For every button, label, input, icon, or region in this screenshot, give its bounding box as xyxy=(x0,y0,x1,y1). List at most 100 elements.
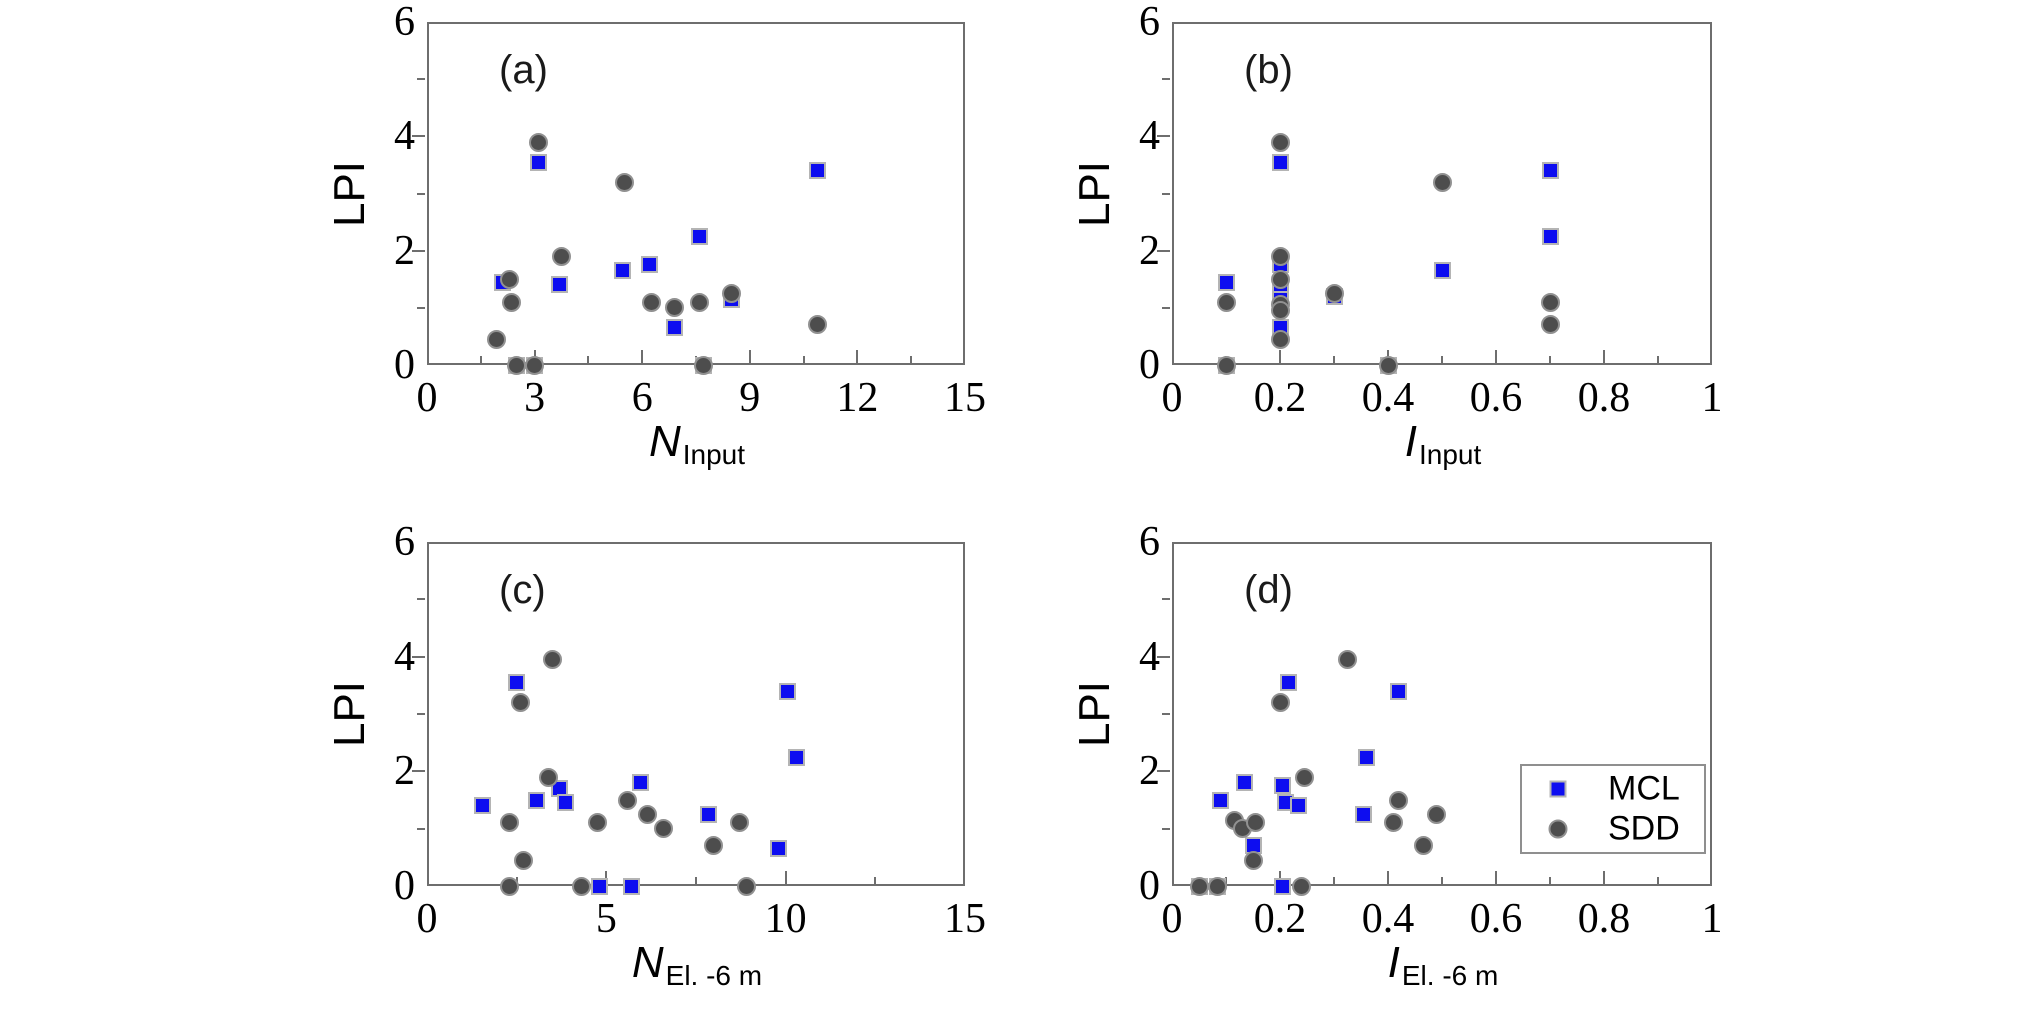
data-point-mcl xyxy=(527,791,545,809)
x-tick-label: 15 xyxy=(944,375,986,421)
y-minor-tick xyxy=(1162,713,1170,715)
data-point-sdd xyxy=(1216,292,1236,312)
panel-a-x-var-subscript: Input xyxy=(682,439,746,470)
panel-c: (c) LPI NEl. -6 m 0 5 10 15 0 2 4 6 xyxy=(325,519,986,991)
data-point-sdd xyxy=(1270,132,1290,152)
data-point-mcl xyxy=(590,877,608,895)
panel-c-x-var: N xyxy=(631,938,664,987)
panel-d-x-var-subscript: El. -6 m xyxy=(1401,960,1499,991)
data-point-sdd xyxy=(1378,355,1398,375)
data-point-sdd xyxy=(1432,172,1452,192)
x-minor-tick xyxy=(695,877,697,884)
panel-b-x-var: I xyxy=(1404,417,1417,466)
y-minor-tick xyxy=(1162,192,1170,195)
data-point-mcl xyxy=(1274,777,1292,795)
panel-b-x-axis-title: IInput xyxy=(1172,417,1712,470)
data-point-sdd xyxy=(1338,650,1357,670)
x-major-tick xyxy=(1495,871,1497,884)
data-point-sdd xyxy=(510,693,530,713)
data-point-sdd xyxy=(614,172,634,192)
data-point-sdd xyxy=(1292,876,1312,896)
data-point-sdd xyxy=(1208,876,1228,896)
panel-c-x-var-subscript: El. -6 m xyxy=(665,960,763,991)
x-minor-tick xyxy=(1657,356,1659,363)
x-major-tick xyxy=(1603,350,1605,363)
y-major-tick xyxy=(412,770,425,773)
data-point-mcl xyxy=(1274,877,1292,895)
x-minor-tick xyxy=(1441,877,1443,884)
data-point-sdd xyxy=(722,284,742,304)
x-tick-label: 9 xyxy=(739,375,761,421)
y-minor-tick xyxy=(1162,827,1170,830)
panel-c-letter: (c) xyxy=(499,568,546,612)
data-point-mcl xyxy=(640,256,658,274)
data-point-mcl xyxy=(508,673,526,691)
x-tick-label: 0.6 xyxy=(1469,375,1523,421)
data-point-sdd xyxy=(690,292,710,312)
y-tick-label: 2 xyxy=(1139,227,1160,274)
y-major-tick xyxy=(412,135,425,138)
data-point-sdd xyxy=(641,292,661,312)
x-minor-tick xyxy=(910,356,913,363)
data-point-sdd xyxy=(501,292,521,312)
data-point-mcl xyxy=(1390,682,1408,700)
x-minor-tick xyxy=(1657,877,1659,884)
panel-b-y-axis-title: LPI xyxy=(1070,160,1119,227)
panel-b-plot-area xyxy=(1172,22,1712,365)
x-tick-label: 6 xyxy=(631,375,653,421)
panel-d-x-axis-title: IEl. -6 m xyxy=(1172,938,1712,991)
y-minor-tick xyxy=(417,192,425,195)
x-minor-tick xyxy=(1441,356,1443,363)
y-minor-tick xyxy=(417,827,425,830)
data-point-mcl xyxy=(1433,262,1451,280)
x-tick-label: 0.2 xyxy=(1253,896,1307,942)
data-point-sdd xyxy=(693,355,713,375)
y-tick-label: 0 xyxy=(1139,863,1160,909)
y-tick-label: 0 xyxy=(1139,342,1160,388)
data-point-sdd xyxy=(499,269,519,289)
data-point-mcl xyxy=(551,276,569,294)
x-tick-label: 12 xyxy=(836,375,879,421)
data-point-mcl xyxy=(1290,797,1308,815)
data-point-sdd xyxy=(499,813,519,833)
data-point-mcl xyxy=(778,682,796,700)
x-tick-label: 1 xyxy=(1701,375,1723,421)
data-point-mcl xyxy=(1271,153,1289,171)
x-tick-label: 0.4 xyxy=(1361,375,1415,421)
data-point-mcl xyxy=(1355,805,1373,823)
y-minor-tick xyxy=(417,713,425,715)
data-point-sdd xyxy=(736,876,756,896)
x-major-tick xyxy=(1495,350,1497,363)
data-point-mcl xyxy=(1236,774,1254,792)
data-point-sdd xyxy=(1270,301,1290,321)
data-point-sdd xyxy=(1243,850,1263,870)
legend-row-mcl: MCL xyxy=(1522,770,1704,808)
data-point-mcl xyxy=(529,153,547,171)
data-point-sdd xyxy=(1270,246,1290,266)
x-tick-label: 1 xyxy=(1701,896,1723,942)
x-tick-label: 0.8 xyxy=(1577,896,1631,942)
data-point-sdd xyxy=(1540,292,1560,312)
x-tick-label: 10 xyxy=(764,896,807,942)
x-major-tick xyxy=(856,350,859,363)
x-major-tick xyxy=(1603,871,1605,884)
data-point-sdd xyxy=(507,355,527,375)
panel-d-letter: (d) xyxy=(1244,568,1293,612)
x-minor-tick xyxy=(1549,356,1551,363)
y-tick-label: 6 xyxy=(1139,519,1160,565)
panel-a-x-axis-title: NInput xyxy=(427,417,965,470)
y-minor-tick xyxy=(417,306,425,309)
x-minor-tick xyxy=(479,356,482,363)
y-major-tick xyxy=(1157,770,1170,773)
x-tick-label: 0.4 xyxy=(1361,896,1415,942)
y-tick-label: 6 xyxy=(394,0,415,45)
legend-row-sdd: SDD xyxy=(1522,810,1704,848)
data-point-mcl xyxy=(691,227,709,245)
panel-d-y-axis-title: LPI xyxy=(1070,680,1119,748)
data-point-sdd xyxy=(704,836,724,856)
y-tick-label: 4 xyxy=(394,113,415,160)
x-tick-label: 0 xyxy=(1161,896,1183,942)
x-minor-tick xyxy=(1333,356,1335,363)
panel-c-x-axis-title: NEl. -6 m xyxy=(427,938,965,991)
y-major-tick xyxy=(1157,135,1170,138)
